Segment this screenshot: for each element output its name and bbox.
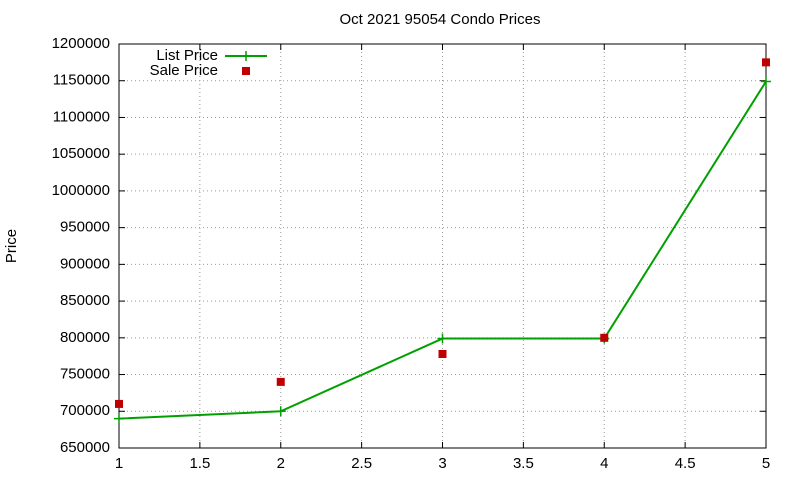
marker (600, 333, 609, 342)
x-tick-label: 1 (115, 455, 123, 472)
legend-label: List Price (156, 47, 218, 64)
y-tick-label: 650000 (60, 439, 110, 456)
y-tick-label: 950000 (60, 219, 110, 236)
y-tick-label: 1000000 (52, 182, 110, 199)
x-tick-label: 2.5 (351, 455, 372, 472)
plot-border (118, 43, 767, 449)
y-tick-label: 1150000 (53, 72, 110, 89)
marker (275, 406, 286, 417)
x-tick-label: 5 (762, 455, 770, 472)
legend-marker (241, 51, 251, 61)
legend-marker (242, 67, 250, 75)
y-tick-label: 900000 (60, 255, 110, 272)
marker (761, 76, 771, 87)
marker (762, 58, 770, 67)
x-tick-label: 1.5 (189, 455, 210, 472)
marker (437, 333, 448, 344)
y-tick-label: 1200000 (52, 35, 110, 52)
marker (115, 399, 123, 408)
x-tick-label: 2 (277, 455, 285, 472)
x-tick-label: 4.5 (675, 455, 696, 472)
marker (276, 377, 285, 386)
y-tick-label: 700000 (60, 402, 110, 419)
y-tick-label: 800000 (60, 329, 110, 346)
legend-label: Sale Price (150, 62, 218, 79)
y-tick-label: 750000 (60, 366, 110, 383)
y-tick-label: 850000 (60, 292, 110, 309)
marker (114, 413, 124, 424)
x-tick-label: 4 (600, 455, 608, 472)
y-axis-label: Price (3, 229, 20, 263)
marker (438, 349, 447, 358)
y-tick-label: 1050000 (52, 145, 110, 162)
chart-title: Oct 2021 95054 Condo Prices (340, 11, 541, 28)
y-tick-label: 1100000 (53, 108, 110, 125)
x-tick-label: 3.5 (513, 455, 534, 472)
x-tick-label: 3 (438, 455, 446, 472)
